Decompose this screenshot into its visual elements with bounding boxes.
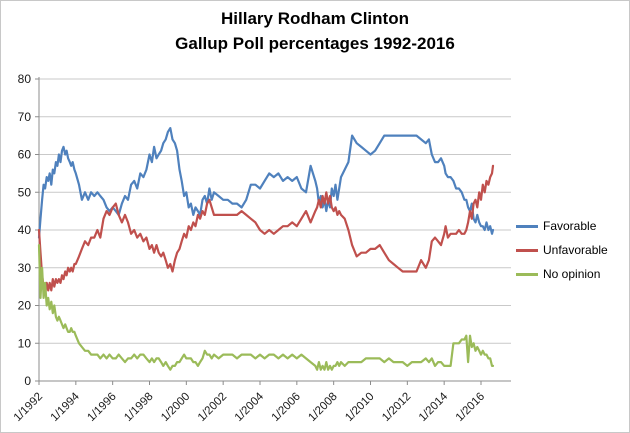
y-tick-label: 70 — [18, 110, 32, 124]
x-tick-label: 1/1992 — [12, 391, 45, 424]
x-tick-label: 1/1998 — [122, 391, 155, 424]
y-tick-label: 20 — [18, 299, 32, 313]
x-tick-label: 1/2014 — [417, 390, 451, 424]
chart-legend: Favorable Unfavorable No opinion — [516, 214, 608, 286]
y-tick-label: 40 — [18, 223, 32, 237]
legend-item-unfavorable: Unfavorable — [516, 238, 608, 262]
y-tick-label: 80 — [18, 72, 32, 86]
no-opinion-line-swatch — [516, 272, 538, 276]
chart-title: Hillary Rodham Clinton Gallup Poll perce… — [1, 6, 629, 56]
y-tick-label: 10 — [18, 336, 32, 350]
series-favorable-line — [37, 126, 495, 239]
chart-title-line-1: Hillary Rodham Clinton — [221, 9, 409, 28]
legend-item-no-opinion: No opinion — [516, 262, 608, 286]
chart-title-line-2: Gallup Poll percentages 1992-2016 — [175, 34, 455, 53]
x-tick-label: 1/2006 — [270, 391, 303, 424]
y-tick-label: 30 — [18, 261, 32, 275]
x-tick-label: 1/2004 — [233, 390, 267, 424]
series-no-opinion-line — [37, 244, 495, 371]
legend-item-favorable: Favorable — [516, 214, 608, 238]
y-tick-label: 0 — [24, 374, 31, 388]
x-tick-label: 1/2010 — [343, 391, 376, 424]
favorable-line-swatch — [516, 224, 538, 228]
x-tick-label: 1/2012 — [380, 391, 413, 424]
unfavorable-line-swatch — [516, 248, 538, 252]
x-tick-label: 1/2008 — [306, 391, 339, 424]
x-tick-label: 1/2016 — [454, 391, 487, 424]
y-tick-label: 60 — [18, 148, 32, 162]
series-unfavorable-line — [37, 164, 495, 296]
y-tick-label: 50 — [18, 185, 32, 199]
legend-label-no-opinion: No opinion — [543, 267, 601, 281]
x-tick-label: 1/2002 — [196, 391, 229, 424]
x-tick-label: 1/2000 — [159, 391, 192, 424]
x-tick-label: 1/1994 — [49, 390, 83, 424]
x-tick-label: 1/1996 — [85, 391, 118, 424]
legend-label-unfavorable: Unfavorable — [543, 243, 608, 257]
legend-label-favorable: Favorable — [543, 219, 597, 233]
